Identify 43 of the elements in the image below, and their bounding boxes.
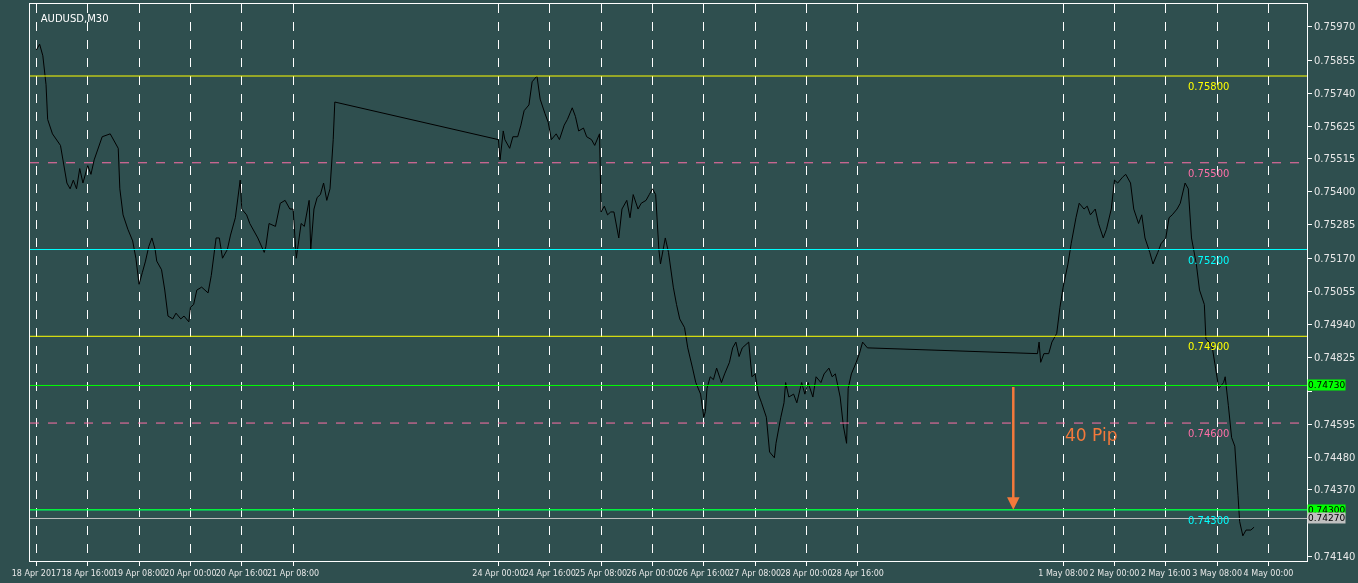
y-tick-label: 0.75970 xyxy=(1314,21,1356,33)
annotation: 40 Pip xyxy=(1065,425,1118,445)
x-tick-label: 20 Apr 16:00 xyxy=(215,568,268,578)
x-tick-label: 3 May 08:00 xyxy=(1192,568,1243,578)
x-tick-label: 26 Apr 00:00 xyxy=(626,568,679,578)
y-tick-label: 0.75170 xyxy=(1314,252,1356,264)
x-tick-label: 21 Apr 08:00 xyxy=(267,568,320,578)
x-tick-label: 24 Apr 16:00 xyxy=(523,568,576,578)
x-tick-label: 1 May 08:00 xyxy=(1038,568,1089,578)
x-tick-label: 4 May 00:00 xyxy=(1243,568,1294,578)
x-tick-label: 26 Apr 16:00 xyxy=(677,568,730,578)
y-tick-label: 0.74825 xyxy=(1314,352,1356,364)
y-tick-label: 0.75285 xyxy=(1314,219,1356,231)
y-tick-label: 0.74480 xyxy=(1314,452,1356,464)
ref-line-label: 0.75500 xyxy=(1188,168,1230,179)
y-tick-label: 0.75515 xyxy=(1314,152,1356,164)
x-tick-label: 20 Apr 00:00 xyxy=(164,568,217,578)
x-tick-label: 28 Apr 16:00 xyxy=(831,568,884,578)
y-tick-label: 0.75625 xyxy=(1314,121,1356,133)
x-tick-label: 28 Apr 00:00 xyxy=(780,568,833,578)
ref-line-label: 0.74270 xyxy=(1308,513,1346,523)
y-tick-label: 0.75400 xyxy=(1314,186,1356,198)
x-tick-label: 18 Apr 16:00 xyxy=(61,568,114,578)
x-tick-label: 27 Apr 08:00 xyxy=(729,568,782,578)
y-tick-label: 0.75055 xyxy=(1314,285,1356,297)
y-tick-label: 0.75855 xyxy=(1314,54,1356,66)
ref-line-label: 0.74730 xyxy=(1308,380,1346,390)
ref-line-label: 0.74300 xyxy=(1308,505,1346,515)
x-tick-label: 2 May 00:00 xyxy=(1089,568,1140,578)
x-tick-label: 25 Apr 08:00 xyxy=(575,568,628,578)
y-tick-label: 0.74940 xyxy=(1314,319,1356,331)
x-tick-label: 2 May 16:00 xyxy=(1140,568,1191,578)
x-tick-label: 18 Apr 2017 xyxy=(11,568,62,578)
x-tick-label: 24 Apr 00:00 xyxy=(472,568,525,578)
ref-line-label: 0.74600 xyxy=(1188,428,1230,439)
y-tick-label: 0.75740 xyxy=(1314,87,1356,99)
ref-line-label: 0.75800 xyxy=(1188,81,1230,92)
y-tick-label: 0.74370 xyxy=(1314,484,1356,496)
x-tick-label: 19 Apr 08:00 xyxy=(113,568,166,578)
y-tick-label: 0.74595 xyxy=(1314,419,1356,430)
y-tick-label: 0.74140 xyxy=(1314,550,1356,562)
text: AUDUSD,M30 xyxy=(40,12,109,24)
ref-line-label: 0.74900 xyxy=(1188,341,1230,352)
